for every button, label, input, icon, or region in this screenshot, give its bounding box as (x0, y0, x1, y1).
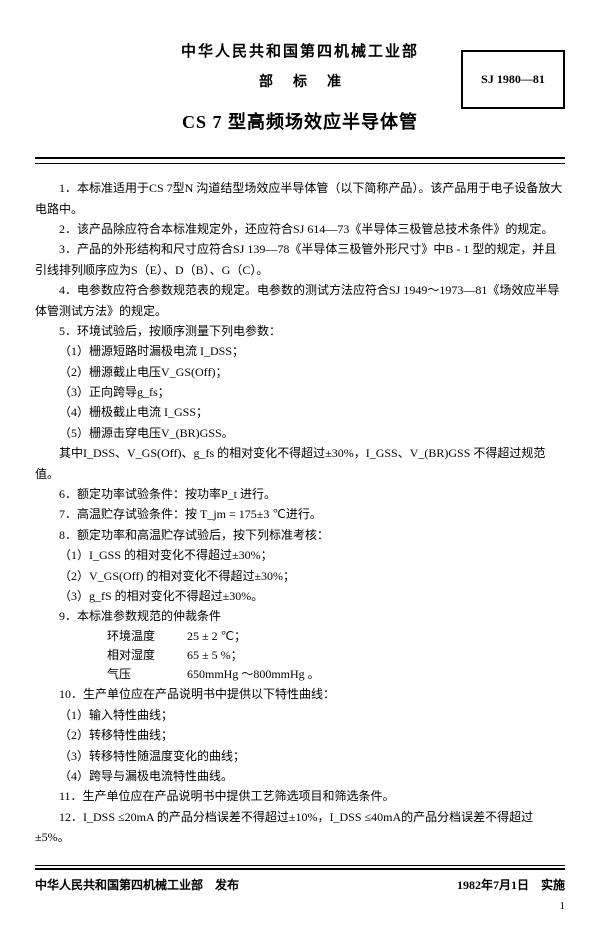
para-10-4: （4）跨导与漏极电流特性曲线。 (35, 766, 565, 786)
divider-top-thin (35, 163, 565, 164)
header: 中华人民共和国第四机械工业部 部标准 CS 7 型高频场效应半导体管 SJ 19… (35, 40, 565, 137)
para-10-2: （2）转移特性曲线； (35, 725, 565, 745)
env-temp-label: 环境温度 (107, 627, 187, 646)
para-5-4: （4）栅极截止电流 I_GSS； (35, 402, 565, 422)
para-5-1: （1）栅源短路时漏极电流 I_DSS； (35, 341, 565, 361)
document-page: 中华人民共和国第四机械工业部 部标准 CS 7 型高频场效应半导体管 SJ 19… (0, 0, 600, 935)
para-10-1: （1）输入特性曲线； (35, 705, 565, 725)
body-content: 1．本标准适用于CS 7型N 沟道结型场效应半导体管（以下简称产品）。该产品用于… (35, 178, 565, 847)
env-hum-label: 相对湿度 (107, 646, 187, 665)
env-temp-value: 25 ± 2 ℃； (187, 627, 246, 646)
para-8-2: （2）V_GS(Off) 的相对变化不得超过±30%； (35, 566, 565, 586)
para-5: 5．环境试验后，按顺序测量下列电参数： (35, 321, 565, 341)
para-12: 12．I_DSS ≤20mA 的产品分档误差不得超过±10%，I_DSS ≤40… (35, 807, 565, 848)
para-11: 11．生产单位应在产品说明书中提供工艺筛选项目和筛选条件。 (35, 786, 565, 806)
para-8-3: （3）g_fS 的相对变化不得超过±30%。 (35, 586, 565, 606)
env-pressure: 气压 650mmHg ～800mmHg 。 (107, 665, 565, 684)
arbitration-conditions: 环境温度 25 ± 2 ℃； 相对湿度 65 ± 5 %； 气压 650mmHg… (107, 627, 565, 685)
para-8: 8．额定功率和高温贮存试验后，按下列标准考核： (35, 525, 565, 545)
divider-bottom-thin (35, 865, 565, 866)
para-1: 1．本标准适用于CS 7型N 沟道结型场效应半导体管（以下简称产品）。该产品用于… (35, 178, 565, 219)
para-4: 4．电参数应符合参数规范表的规定。电参数的测试方法应符合SJ 1949～1973… (35, 280, 565, 321)
para-3: 3．产品的外形结构和尺寸应符合SJ 139—78《半导体三极管外形尺寸》中B -… (35, 239, 565, 280)
env-press-label: 气压 (107, 665, 187, 684)
document-title: CS 7 型高频场效应半导体管 (35, 108, 565, 137)
para-7: 7．高温贮存试验条件：按 T_jm = 175±3 ℃进行。 (35, 504, 565, 524)
env-press-value: 650mmHg ～800mmHg 。 (187, 665, 320, 684)
para-10: 10．生产单位应在产品说明书中提供以下特性曲线： (35, 684, 565, 704)
divider-bottom-thick (35, 868, 565, 870)
para-6: 6．额定功率试验条件：按功率P_t 进行。 (35, 484, 565, 504)
env-hum-value: 65 ± 5 %； (187, 646, 243, 665)
para-5-3: （3）正向跨导g_fs； (35, 382, 565, 402)
para-5-2: （2）栅源截止电压V_GS(Off)； (35, 362, 565, 382)
para-5-note: 其中I_DSS、V_GS(Off)、g_fs 的相对变化不得超过±30%，I_G… (35, 443, 565, 484)
footer-date: 1982年7月1日 实施 (457, 876, 565, 895)
footer-publisher: 中华人民共和国第四机械工业部 发布 (35, 876, 239, 895)
env-temperature: 环境温度 25 ± 2 ℃； (107, 627, 565, 646)
divider-top-thick (35, 157, 565, 159)
para-8-1: （1）I_GSS 的相对变化不得超过±30%； (35, 545, 565, 565)
footer: 中华人民共和国第四机械工业部 发布 1982年7月1日 实施 (35, 876, 565, 895)
page-number: 1 (35, 898, 565, 916)
para-5-5: （5）栅源击穿电压V_(BR)GSS。 (35, 423, 565, 443)
para-9: 9．本标准参数规范的仲裁条件 (35, 606, 565, 626)
standard-code-box: SJ 1980—81 (461, 50, 565, 109)
env-humidity: 相对湿度 65 ± 5 %； (107, 646, 565, 665)
para-10-3: （3）转移特性随温度变化的曲线； (35, 746, 565, 766)
para-2: 2．该产品除应符合本标准规定外，还应符合SJ 614—73《半导体三极管总技术条… (35, 219, 565, 239)
